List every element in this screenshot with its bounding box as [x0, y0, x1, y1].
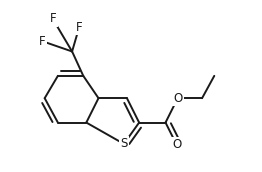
- Text: F: F: [50, 13, 56, 25]
- Text: O: O: [172, 138, 181, 151]
- Text: O: O: [173, 92, 182, 105]
- Text: F: F: [39, 35, 46, 48]
- Text: S: S: [120, 137, 128, 150]
- Text: F: F: [76, 21, 83, 34]
